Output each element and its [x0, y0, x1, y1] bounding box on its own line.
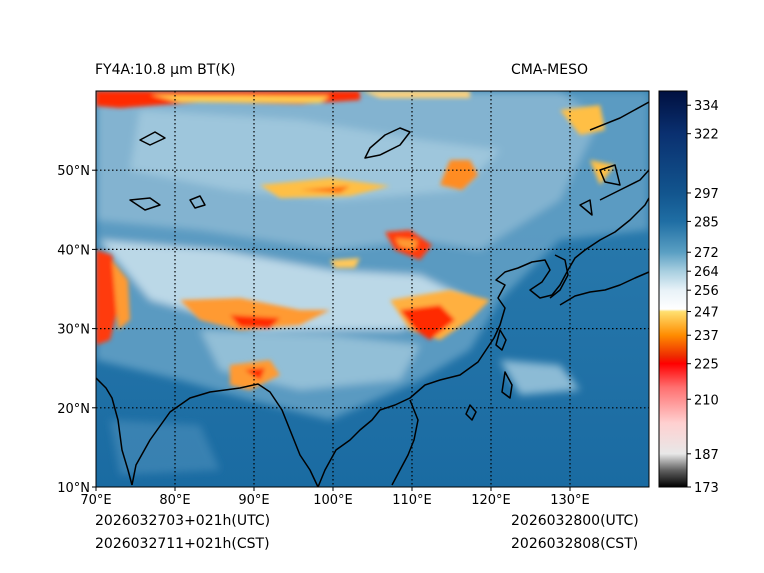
init-time-cst: 2026032711+021h(CST) [95, 536, 270, 552]
valid-time-utc: 2026032800(UTC) [511, 513, 639, 529]
brightness-temperature-field [96, 91, 649, 487]
colorbar-tick-label: 173 [694, 481, 719, 496]
colorbar-gradient [659, 91, 687, 487]
colorbar-tick-label: 264 [694, 265, 719, 280]
lon-tick-label: 80°E [159, 493, 190, 508]
colorbar-ticks: 334 322 297 285 272 264 256 247 237 225 210 187 173 [687, 99, 719, 496]
colorbar-tick-label: 225 [694, 358, 719, 373]
lon-tick-label: 120°E [471, 493, 511, 508]
lat-tick-label: 30°N [57, 323, 90, 338]
coastlines [96, 101, 649, 487]
lat-tick-label: 20°N [57, 402, 90, 417]
latitude-tick-labels: 10°N 20°N 30°N 40°N 50°N [57, 164, 96, 496]
lon-tick-label: 70°E [80, 493, 111, 508]
model-title: CMA-MESO [511, 62, 589, 78]
colorbar-tick-label: 297 [694, 187, 719, 202]
valid-time-cst: 2026032808(CST) [511, 536, 639, 552]
colorbar-tick-label: 256 [694, 284, 719, 299]
colorbar-tick-label: 187 [694, 448, 719, 463]
lat-tick-label: 10°N [57, 481, 90, 496]
gridlines [96, 91, 649, 487]
product-title: FY4A:10.8 µm BT(K) [95, 62, 236, 78]
colorbar-frame [658, 90, 688, 488]
colorbar-tick-label: 272 [694, 246, 719, 261]
lon-tick-label: 100°E [313, 493, 353, 508]
lat-tick-label: 40°N [57, 243, 90, 258]
colorbar-tick-label: 285 [694, 215, 719, 230]
colorbar-tick-label: 210 [694, 393, 719, 408]
lat-tick-label: 50°N [57, 164, 90, 179]
colorbar-tick-label: 334 [694, 99, 719, 114]
colorbar-tick-label: 247 [694, 306, 719, 321]
lon-tick-label: 90°E [238, 493, 269, 508]
init-time-utc: 2026032703+021h(UTC) [95, 513, 271, 529]
colorbar-tick-label: 237 [694, 329, 719, 344]
longitude-tick-labels: 70°E 80°E 90°E 100°E 110°E 120°E 130°E [80, 487, 590, 508]
lon-tick-label: 110°E [392, 493, 432, 508]
lon-tick-label: 130°E [550, 493, 590, 508]
colorbar-tick-label: 322 [694, 128, 719, 143]
map-frame [95, 90, 650, 488]
